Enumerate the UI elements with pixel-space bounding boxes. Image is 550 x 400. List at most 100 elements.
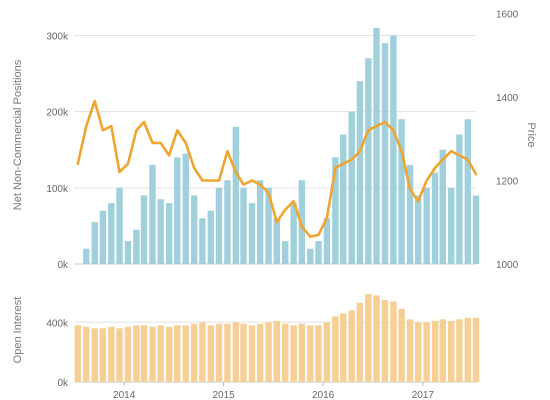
open-interest-bar	[207, 325, 215, 382]
top-y-tick-label: 100k	[46, 184, 69, 195]
open-interest-bar	[323, 322, 331, 382]
top-bar	[256, 180, 264, 264]
open-interest-bar	[140, 325, 148, 382]
top-bar	[415, 195, 422, 264]
open-interest-bar	[348, 310, 355, 382]
x-tick-label: 2015	[213, 390, 236, 400]
open-interest-bar	[390, 301, 397, 382]
open-interest-bar	[149, 326, 156, 382]
open-interest-bar	[273, 320, 280, 382]
open-interest-bar	[215, 323, 223, 382]
top-y-axis-ticks: 0k 100k 200k 300k	[46, 31, 69, 271]
top-bar	[423, 187, 430, 264]
top-bar	[298, 180, 306, 264]
open-interest-bar	[398, 308, 405, 382]
top-bar	[447, 187, 455, 264]
top-bar	[373, 27, 380, 265]
top-bar	[307, 248, 314, 264]
top-bar	[323, 218, 331, 264]
open-interest-bar	[248, 325, 256, 382]
top-bar	[365, 58, 372, 264]
open-interest-bar	[83, 326, 90, 382]
open-interest-bar	[190, 323, 198, 382]
top-bar	[431, 172, 439, 264]
top-bar	[398, 119, 405, 264]
top-y-axis-title: Net Non-Commercial Positions	[12, 59, 24, 210]
top-y2-axis-title: Price	[525, 122, 537, 147]
top-y-tick-label: 300k	[46, 31, 69, 42]
bottom-y-axis-ticks: 0k 400k	[46, 318, 69, 389]
open-interest-bar	[423, 322, 430, 382]
top-bar	[348, 111, 355, 264]
open-interest-bar	[224, 323, 231, 382]
open-interest-bar	[91, 328, 98, 382]
open-interest-bar	[298, 323, 306, 382]
open-interest-bar	[439, 319, 446, 382]
bottom-y-axis-title: Open Interest	[12, 297, 24, 364]
open-interest-bar	[124, 326, 132, 382]
top-bar	[265, 187, 272, 264]
top-bar	[332, 157, 339, 264]
top-y2-tick-label: 1400	[496, 93, 519, 104]
bottom-y-tick-label: 400k	[46, 318, 69, 329]
top-bar	[273, 218, 280, 264]
open-interest-bar	[447, 320, 455, 382]
top-bar	[140, 195, 148, 264]
open-interest-bar	[99, 328, 107, 382]
top-y2-tick-label: 1200	[496, 176, 519, 187]
top-bar	[108, 203, 115, 264]
x-tick-label: 2017	[412, 390, 435, 400]
open-interest-bar	[157, 325, 164, 382]
top-bar	[199, 218, 206, 264]
open-interest-bar	[199, 322, 206, 382]
top-bar	[215, 187, 223, 264]
top-bar	[149, 164, 156, 264]
open-interest-bar	[381, 299, 389, 382]
top-bar	[248, 203, 256, 264]
top-bar	[340, 134, 347, 264]
open-interest-bar	[133, 325, 140, 382]
top-bar	[390, 35, 397, 265]
open-interest-bar	[116, 328, 123, 382]
top-bar	[83, 248, 90, 264]
open-interest-bar	[456, 319, 463, 382]
top-y2-tick-label: 1000	[496, 260, 519, 271]
top-bar	[315, 241, 322, 264]
top-bar	[207, 210, 215, 264]
top-bar	[182, 153, 189, 264]
open-interest-bar	[431, 320, 439, 382]
x-tick-label: 2014	[113, 390, 136, 400]
open-interest-bar	[174, 325, 181, 382]
top-bar	[91, 222, 98, 264]
open-interest-bar	[307, 325, 314, 382]
top-bar	[472, 195, 480, 264]
open-interest-bar	[240, 323, 247, 382]
open-interest-bar	[290, 325, 297, 382]
open-interest-bar	[182, 325, 189, 382]
top-bar	[99, 210, 107, 264]
top-bar	[290, 203, 297, 264]
x-tick-label: 2016	[312, 390, 335, 400]
bottom-y-tick-label: 0k	[57, 378, 69, 389]
top-bar	[133, 229, 140, 264]
top-bar	[232, 126, 240, 264]
open-interest-bar	[232, 322, 240, 382]
top-bar	[456, 134, 463, 264]
open-interest-bar	[415, 322, 422, 382]
open-interest-bar	[365, 293, 372, 382]
top-bar	[406, 164, 414, 264]
top-bar	[224, 180, 231, 264]
open-interest-bar	[332, 316, 339, 382]
open-interest-bar	[340, 313, 347, 382]
open-interest-bar	[265, 322, 272, 382]
open-interest-bar	[165, 326, 173, 382]
top-bar	[381, 43, 389, 265]
open-interest-bar	[74, 325, 82, 382]
open-interest-bar	[108, 326, 115, 382]
bottom-bars	[74, 293, 480, 382]
top-bars	[83, 27, 480, 265]
top-bar	[116, 187, 123, 264]
open-interest-bar	[406, 319, 414, 382]
x-axis-ticks: 2014 2015 2016 2017	[113, 382, 434, 400]
